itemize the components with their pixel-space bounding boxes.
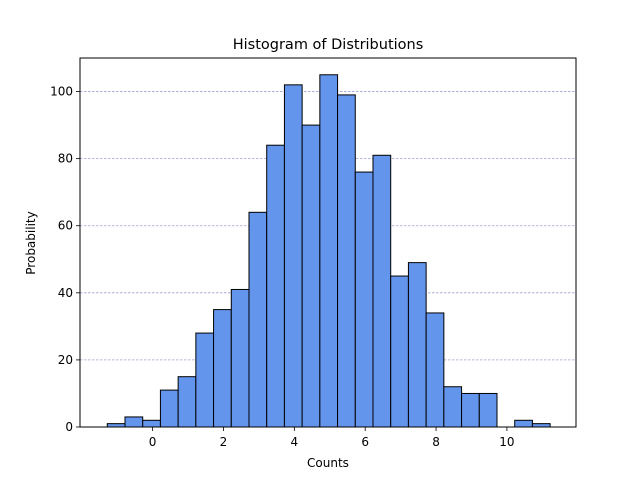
y-axis-ticks: 0 20 40 60 80 100	[50, 85, 80, 434]
histogram-bar-23	[514, 419, 533, 428]
x-tick-label-1: 2	[220, 435, 228, 449]
histogram-bar-20	[461, 392, 480, 428]
histogram-bar-14	[354, 171, 374, 428]
histogram-bars	[106, 74, 551, 428]
histogram-bar-16	[390, 275, 409, 428]
histogram-bar-17	[407, 262, 427, 428]
y-tick-label-3: 60	[58, 219, 73, 233]
y-tick-label-2: 40	[58, 286, 73, 300]
histogram-bar-6	[213, 309, 232, 428]
histogram-bar-0	[106, 423, 126, 428]
histogram-bar-21	[478, 392, 498, 428]
x-axis-label: Counts	[307, 456, 349, 470]
histogram-bar-15	[372, 154, 392, 428]
histogram-bar-13	[337, 94, 356, 428]
histogram-bar-4	[177, 376, 197, 428]
histogram-bar-11	[301, 124, 321, 428]
plot-area-frame	[79, 57, 577, 428]
x-tick-label-4: 8	[432, 435, 440, 449]
histogram-bar-10	[283, 84, 303, 428]
y-axis-label: Probability	[24, 211, 38, 274]
histogram-bar-1	[124, 416, 144, 428]
histogram-bar-2	[142, 419, 161, 428]
x-tick-label-0: 0	[149, 435, 157, 449]
histogram-bar-24	[531, 423, 551, 428]
x-tick-label-2: 4	[291, 435, 299, 449]
y-tick-label-4: 80	[58, 152, 73, 166]
x-tick-label-5: 10	[499, 435, 514, 449]
histogram-bar-5	[195, 332, 215, 428]
chart-title: Histogram of Distributions	[233, 37, 424, 53]
x-tick-label-3: 6	[361, 435, 369, 449]
y-tick-label-1: 20	[58, 353, 73, 367]
histogram-bar-9	[266, 144, 285, 428]
histogram-bar-8	[248, 211, 268, 428]
y-tick-label-0: 0	[65, 420, 73, 434]
histogram-bar-18	[425, 312, 445, 428]
histogram-bar-12	[319, 74, 339, 428]
histogram-bar-3	[159, 389, 179, 428]
histogram-bar-7	[230, 288, 250, 428]
y-tick-label-5: 100	[50, 85, 73, 99]
x-axis-ticks: 0 2 4 6 8 10	[149, 427, 515, 449]
histogram-bar-19	[443, 386, 463, 428]
